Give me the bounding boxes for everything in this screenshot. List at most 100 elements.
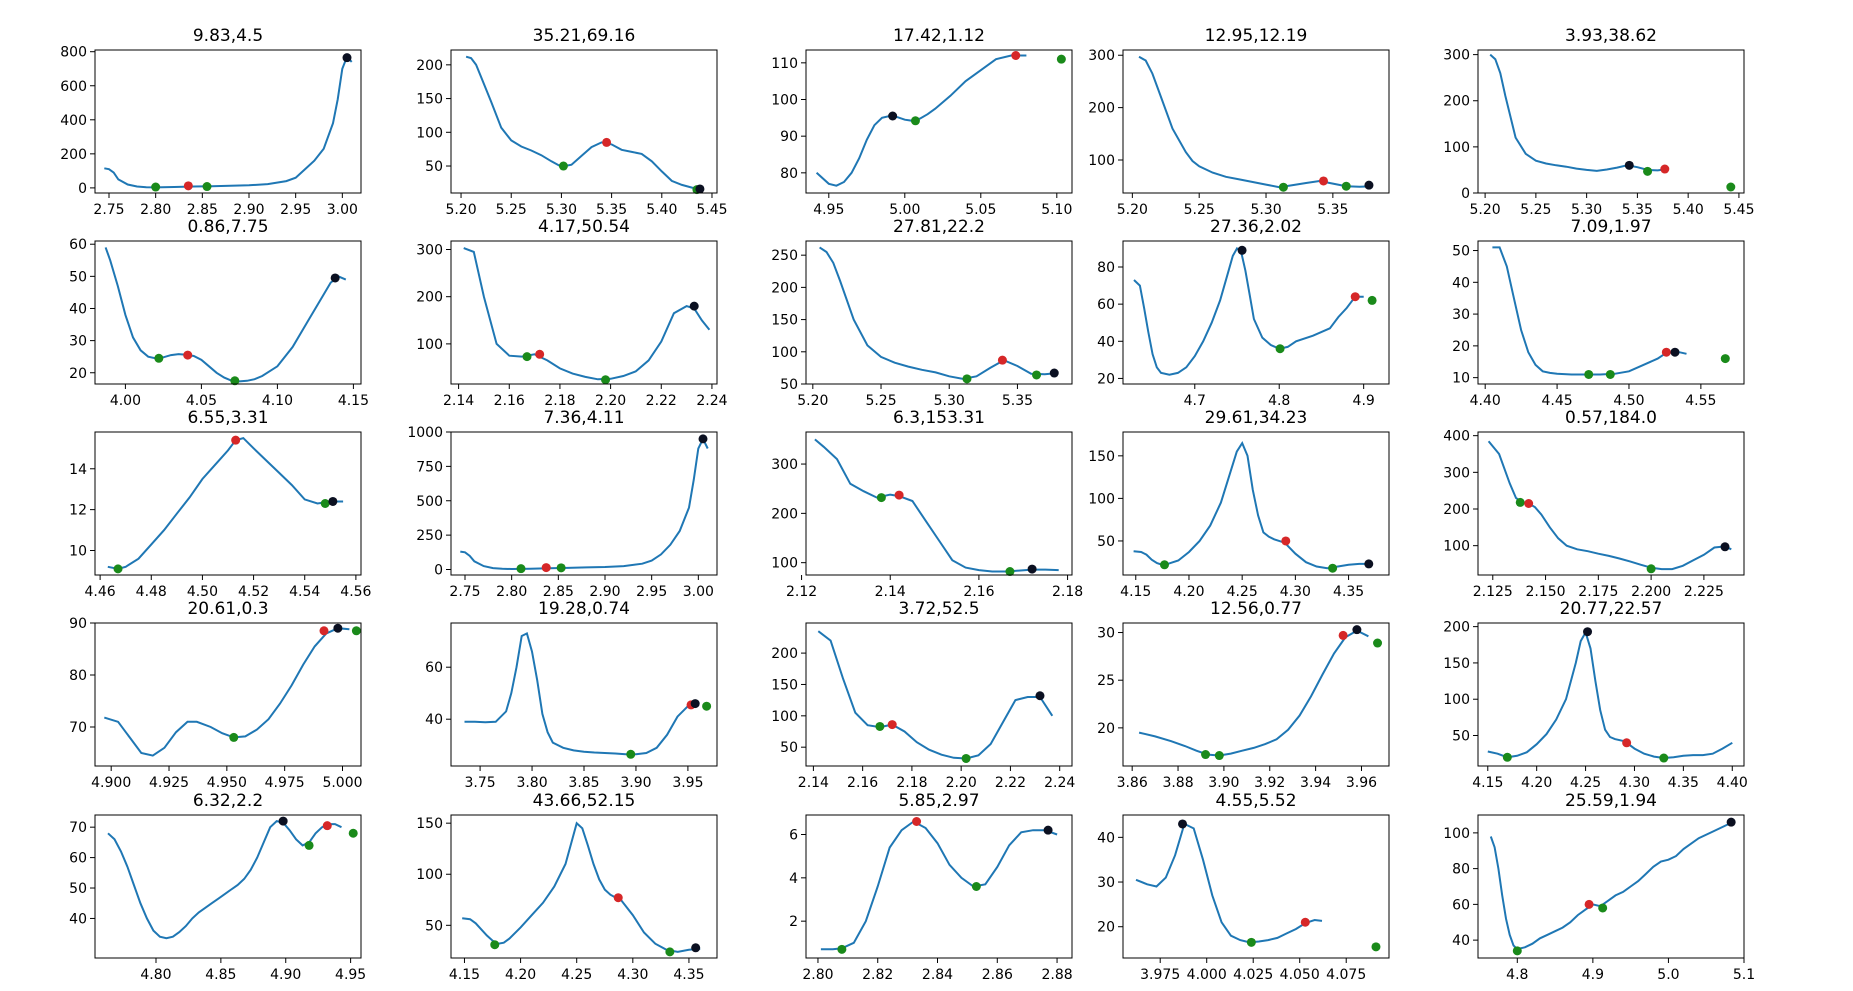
y-tick-label: 110 xyxy=(771,56,798,72)
series-line xyxy=(1138,629,1369,757)
x-tick-label: 5.00 xyxy=(889,202,920,218)
x-tick-label: 5.40 xyxy=(646,202,677,218)
x-tick-label: 2.22 xyxy=(995,775,1026,791)
x-tick-label: 3.90 xyxy=(620,775,651,791)
x-tick-label: 2.80 xyxy=(140,202,171,218)
plot-area xyxy=(107,436,344,570)
red-point xyxy=(602,137,612,147)
green-point xyxy=(1515,497,1525,507)
y-tick-label: 200 xyxy=(1088,101,1115,117)
x-tick-label: 3.94 xyxy=(1300,775,1331,791)
red-point xyxy=(1011,51,1021,60)
subplot-title: 12.56,0.77 xyxy=(1210,599,1302,619)
subplot-title: 27.36,2.02 xyxy=(1210,217,1302,237)
axes-frame xyxy=(1477,431,1745,576)
subplot-5: 3.93,38.62 5.20 5.25 5.30 5.35 5.40 5.45 0 100 20… xyxy=(1443,26,1754,218)
x-tick-label: 4.15 xyxy=(338,393,369,409)
y-tick-label: 300 xyxy=(416,242,443,258)
black-point xyxy=(1364,180,1374,190)
subplot-title: 5.85,2.97 xyxy=(898,791,979,811)
axes-frame xyxy=(1122,622,1390,767)
x-tick-label: 2.95 xyxy=(636,584,667,600)
series-line xyxy=(817,630,1054,760)
y-tick-label: 40 xyxy=(1452,275,1470,291)
subplot-4: 12.95,12.19 5.20 5.25 5.30 5.35 100 200 300 xyxy=(1088,26,1390,218)
axes-frame xyxy=(450,240,718,385)
y-tick-label: 500 xyxy=(416,494,443,510)
black-point xyxy=(1352,625,1362,635)
x-tick-label: 4.15 xyxy=(1472,775,1503,791)
x-tick-label: 2.90 xyxy=(589,584,620,600)
x-tick-label: 3.85 xyxy=(568,775,599,791)
x-tick-label: 4.30 xyxy=(1619,775,1650,791)
x-tick-label: 4.025 xyxy=(1233,967,1273,983)
y-tick-label: 300 xyxy=(1443,48,1470,64)
axes-frame xyxy=(450,49,718,194)
y-tick-label: 90 xyxy=(780,129,798,145)
y-tick-label: 20 xyxy=(1452,339,1470,355)
red-point xyxy=(912,817,922,826)
x-tick-label: 5.35 xyxy=(1622,202,1653,218)
black-point xyxy=(278,816,288,826)
x-tick-label: 4.950 xyxy=(207,775,247,791)
y-tick-label: 2 xyxy=(789,914,798,930)
y-tick-label: 80 xyxy=(1097,260,1115,276)
y-tick-label: 60 xyxy=(69,851,87,867)
subplot-18: 3.72,52.5 2.14 2.16 2.18 2.20 2.22 2.24 50 100 15… xyxy=(771,599,1075,791)
series-line xyxy=(1487,629,1733,760)
green-point xyxy=(516,564,526,574)
x-tick-label: 5.05 xyxy=(965,202,996,218)
green-point xyxy=(837,944,847,954)
green-point xyxy=(229,732,239,742)
y-tick-label: 100 xyxy=(416,337,443,353)
axes-frame xyxy=(805,49,1073,194)
y-tick-label: 150 xyxy=(1443,656,1470,672)
plot-area xyxy=(814,438,1059,573)
plot-area xyxy=(104,247,347,383)
subplot-title: 20.77,22.57 xyxy=(1560,599,1663,619)
subplot-23: 5.85,2.97 2.80 2.82 2.84 2.86 2.88 2 4 6 xyxy=(789,791,1073,983)
x-tick-label: 2.125 xyxy=(1473,584,1513,600)
black-point xyxy=(689,301,699,311)
y-tick-label: 400 xyxy=(60,113,87,129)
green-point xyxy=(558,161,568,171)
series-line xyxy=(107,820,342,940)
x-tick-label: 4.35 xyxy=(1333,584,1364,600)
y-tick-label: 50 xyxy=(1452,729,1470,745)
red-point xyxy=(1350,292,1360,302)
green-point xyxy=(1605,369,1615,379)
x-tick-label: 4.30 xyxy=(1280,584,1311,600)
y-tick-label: 200 xyxy=(416,58,443,74)
red-point xyxy=(319,626,329,636)
y-tick-label: 40 xyxy=(425,712,443,728)
y-tick-label: 50 xyxy=(780,740,798,756)
x-tick-label: 2.86 xyxy=(982,967,1013,983)
subplot-8: 27.81,22.2 5.20 5.25 5.30 5.35 50 100 150 200 250 xyxy=(771,217,1073,409)
x-tick-label: 4.54 xyxy=(289,584,320,600)
x-tick-label: 4.05 xyxy=(186,393,217,409)
x-tick-label: 2.24 xyxy=(696,393,727,409)
series-line xyxy=(1133,246,1364,376)
y-tick-label: 50 xyxy=(69,269,87,285)
y-tick-label: 30 xyxy=(1452,307,1470,323)
green-point xyxy=(151,182,161,192)
plot-area xyxy=(460,436,709,571)
subplot-11: 6.55,3.31 4.46 4.48 4.50 4.52 4.54 4.56 10 12 14 xyxy=(69,408,371,600)
y-tick-label: 4 xyxy=(789,871,798,887)
subplot-title: 3.72,52.5 xyxy=(898,599,979,619)
x-tick-label: 4.000 xyxy=(1187,967,1227,983)
subplot-title: 9.83,4.5 xyxy=(193,26,263,46)
subplot-title: 6.3,153.31 xyxy=(893,408,985,428)
y-tick-label: 300 xyxy=(1088,48,1115,64)
subplot-title: 4.17,50.54 xyxy=(538,217,630,237)
y-tick-label: 0 xyxy=(434,563,443,579)
plot-area xyxy=(1489,821,1734,951)
x-tick-label: 5.35 xyxy=(1002,393,1033,409)
subplot-25: 25.59,1.94 4.8 4.9 5.0 5.1 40 60 80 100 xyxy=(1443,791,1755,983)
y-tick-label: 600 xyxy=(60,79,87,95)
x-tick-label: 4.8 xyxy=(1268,393,1290,409)
x-tick-label: 2.16 xyxy=(963,584,994,600)
axes-frame xyxy=(1477,622,1745,767)
y-tick-label: 60 xyxy=(1452,897,1470,913)
axes-frame xyxy=(94,622,362,767)
